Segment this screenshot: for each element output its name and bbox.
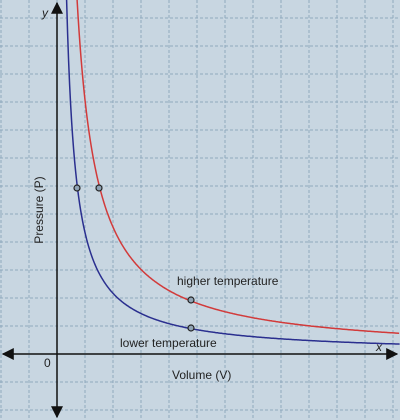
x-axis-letter: x [375,340,383,354]
point [95,184,103,192]
lower-temperature-curve [65,0,400,345]
lower-temperature-label: lower temperature [120,336,217,350]
point [73,184,81,192]
y-axis-label: Pressure (P) [32,176,46,243]
higher-temperature-curve [76,0,400,334]
x-axis-label: Volume (V) [172,368,231,382]
higher-temperature-label: higher temperature [177,274,279,288]
point [187,324,195,332]
y-axis-letter: y [41,6,49,20]
origin-label: 0 [44,356,51,370]
point [187,296,195,304]
